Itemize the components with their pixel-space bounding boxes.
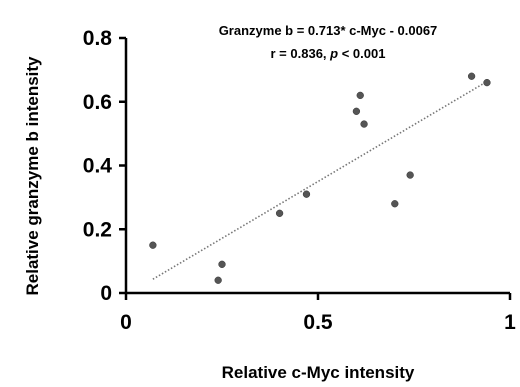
data-point xyxy=(302,190,311,198)
y-tick-label: 0.8 xyxy=(83,27,113,50)
regression-equation: Granzyme b = 0.713* c-Myc - 0.0067 xyxy=(219,23,438,38)
data-point xyxy=(391,200,399,208)
data-point xyxy=(360,120,368,128)
x-axis-title: Relative c-Myc intensity xyxy=(222,363,415,382)
y-tick-label: 0 xyxy=(100,282,112,305)
y-axis-ticks: 0 0.2 0.4 0.6 0.8 xyxy=(83,27,126,305)
data-point xyxy=(467,72,476,80)
y-tick-label: 0.2 xyxy=(83,218,112,241)
data-points xyxy=(149,72,491,284)
y-axis-title: Relative granzyme b intensity xyxy=(23,56,42,296)
data-point xyxy=(218,260,226,268)
x-tick-label: 0.5 xyxy=(303,311,333,334)
y-tick-label: 0.4 xyxy=(83,155,113,178)
trendline xyxy=(152,80,488,280)
x-axis-ticks: 0 0.5 1 xyxy=(120,293,516,334)
correlation-stats: r = 0.836, p < 0.001 xyxy=(271,46,386,61)
data-point xyxy=(275,209,284,217)
x-tick-label: 0 xyxy=(120,311,132,334)
correlation-stats-suffix: < 0.001 xyxy=(338,46,385,61)
correlation-stats-prefix: r = 0.836, xyxy=(271,46,331,61)
data-point xyxy=(406,171,414,179)
y-tick-label: 0.6 xyxy=(83,91,112,114)
data-point xyxy=(356,91,364,100)
data-point xyxy=(214,276,222,284)
p-symbol: p xyxy=(329,46,338,61)
data-point xyxy=(483,78,491,87)
x-tick-label: 1 xyxy=(504,311,516,334)
data-point xyxy=(352,107,361,115)
data-point xyxy=(149,241,157,249)
